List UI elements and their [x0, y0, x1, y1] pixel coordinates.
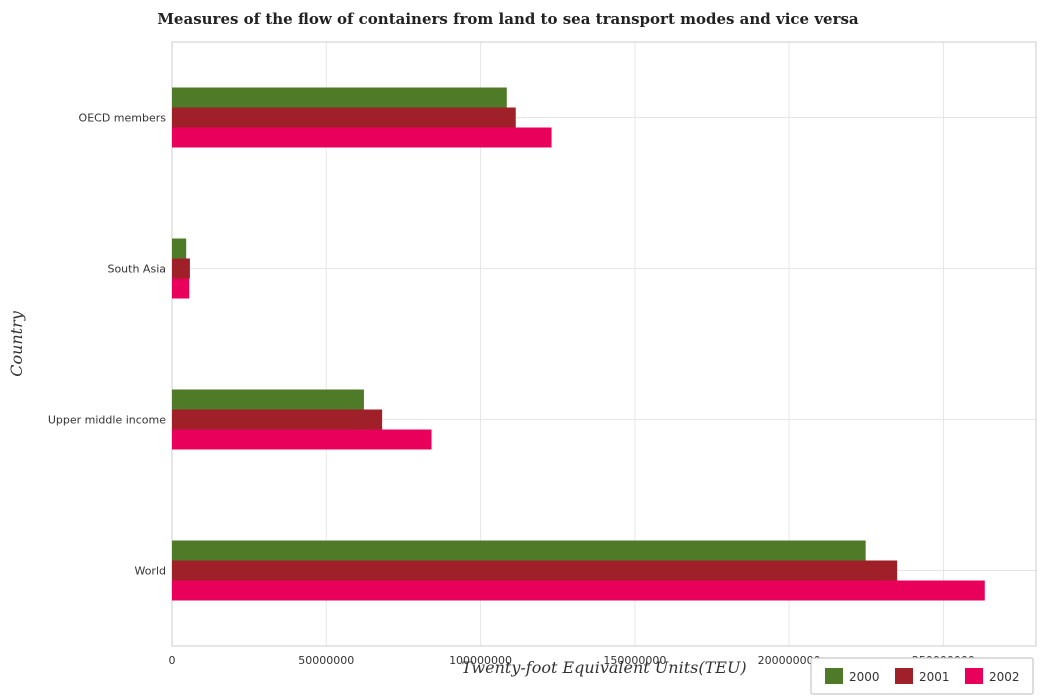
x-axis-label: Twenty-foot Equivalent Units(TEU) [461, 658, 746, 677]
legend-box [810, 657, 1034, 695]
legend: 2000 2001 2002 [810, 657, 1034, 695]
bar-2000-south-asia [172, 238, 187, 259]
y-tick-label: OECD members [79, 112, 167, 125]
legend-swatch-2001 [895, 668, 913, 684]
y-tick-label: Upper middle income [48, 414, 166, 427]
x-tick-label: 150000000 [603, 654, 666, 667]
bars [172, 87, 985, 601]
x-tick-label: 50000000 [298, 654, 354, 667]
bar-2000-world [172, 540, 866, 561]
bar-2002-upper-middle-income [172, 429, 432, 450]
bar-2002-world [172, 580, 985, 601]
bar-2001-upper-middle-income [172, 409, 383, 430]
x-tick-labels: 0500000001000000001500000002000000002500… [169, 654, 975, 667]
bar-2001-world [172, 560, 898, 581]
legend-label-2000: 2000 [849, 670, 880, 684]
bar-2001-south-asia [172, 258, 190, 279]
bar-2000-upper-middle-income [172, 389, 364, 410]
chart-title: Measures of the flow of containers from … [157, 10, 859, 28]
x-tick-label: 200000000 [758, 654, 821, 667]
bar-2001-oecd-members [172, 107, 516, 128]
bar-2002-south-asia [172, 278, 190, 299]
y-tick-label: World [134, 565, 166, 578]
y-axis-label: Country [7, 310, 26, 377]
plot-frame [171, 41, 1037, 647]
y-tick-labels: OECD members South Asia Upper middle incom… [48, 112, 166, 578]
x-tick-label: 0 [169, 654, 176, 667]
legend-label-2001: 2001 [919, 670, 950, 684]
bar-2000-oecd-members [172, 87, 507, 108]
legend-swatch-2002 [965, 668, 983, 684]
y-tick-label: South Asia [107, 263, 166, 276]
legend-label-2002: 2002 [989, 670, 1020, 684]
legend-swatch-2000 [825, 668, 843, 684]
x-tick-label: 100000000 [449, 654, 512, 667]
bar-2002-oecd-members [172, 127, 552, 148]
